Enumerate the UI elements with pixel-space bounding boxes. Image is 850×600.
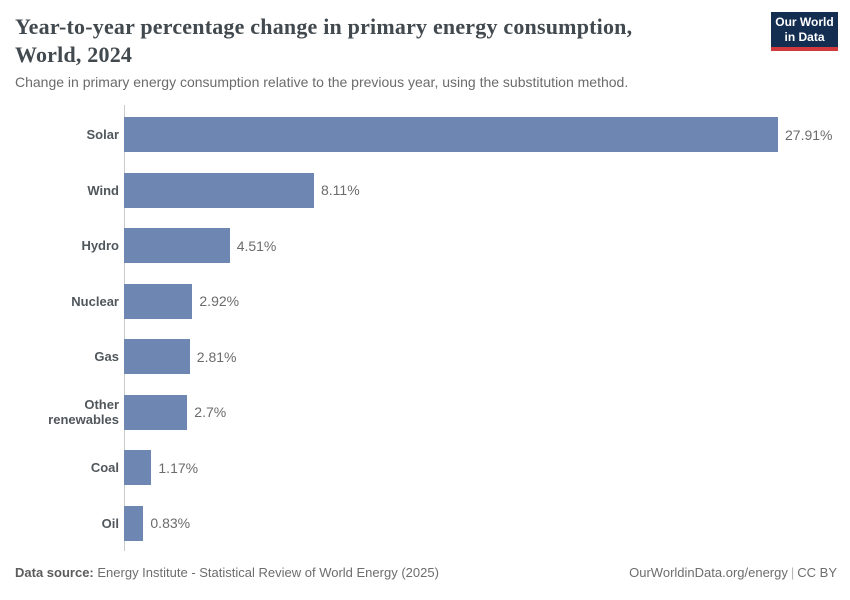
bar-row: Other renewables 2.7% [15,385,835,441]
bar[interactable] [124,228,230,264]
owid-logo-line1: Our World [775,15,834,29]
value-label: 1.17% [158,459,199,476]
bar[interactable] [124,339,190,375]
value-label: 8.11% [321,182,360,199]
value-label: 2.7% [194,404,227,421]
credit-separator: | [790,565,795,580]
bar-chart: Solar 27.91% Wind 8.11% Hydro 4.51% Nucl… [15,105,835,551]
owid-logo-line2: in Data [784,30,825,44]
chart-title-line2: World, 2024 [15,42,133,67]
bar-row: Wind 8.11% [15,163,835,219]
bar-row: Gas 2.81% [15,329,835,385]
value-label: 2.92% [199,293,240,310]
owid-logo[interactable]: Our World in Data [771,12,838,51]
bar[interactable] [124,283,193,319]
bar-row: Nuclear 2.92% [15,274,835,330]
bar-row: Solar 27.91% [15,107,835,163]
y-axis-line [124,105,125,551]
category-label: Gas [94,349,119,365]
bar-row: Coal 1.17% [15,440,835,496]
data-source: Data source: Energy Institute - Statisti… [15,565,439,580]
category-label: Nuclear [71,293,119,309]
category-label: Wind [87,182,119,198]
credit-line: OurWorldinData.org/energy | CC BY [629,565,837,580]
category-label: Oil [101,515,119,531]
category-label: Hydro [81,238,119,254]
bar[interactable] [124,505,144,541]
bar-row: Oil 0.83% [15,496,835,552]
bar[interactable] [124,450,152,486]
bar[interactable] [124,117,778,153]
chart-footer: Data source: Energy Institute - Statisti… [15,565,837,580]
category-label: Other renewables [48,397,119,428]
bar[interactable] [124,172,314,208]
owid-logo-text: Our World in Data [771,12,838,47]
data-source-label: Data source: [15,565,94,580]
value-label: 2.81% [196,348,237,365]
chart-title: Year-to-year percentage change in primar… [15,13,715,69]
chart-subtitle: Change in primary energy consumption rel… [15,74,629,90]
owid-logo-red-bar [771,47,838,51]
bar-row: Hydro 4.51% [15,218,835,274]
category-label: Coal [90,460,119,476]
bar[interactable] [124,394,188,430]
value-label: 27.91% [785,126,833,143]
value-label: 4.51% [236,237,277,254]
category-label: Solar [86,127,119,143]
value-label: 0.83% [150,515,191,532]
data-source-text: Energy Institute - Statistical Review of… [97,565,439,580]
chart-title-line1: Year-to-year percentage change in primar… [15,14,633,39]
bar-rows: Solar 27.91% Wind 8.11% Hydro 4.51% Nucl… [15,107,835,551]
owid-url-link[interactable]: OurWorldinData.org/energy [629,565,788,580]
license-link[interactable]: CC BY [797,565,837,580]
